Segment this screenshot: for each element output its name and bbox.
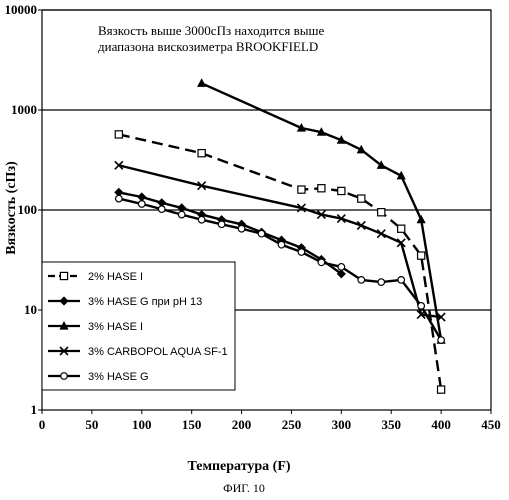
data-point: [398, 277, 405, 284]
y-axis-label: Вязкость (сПз): [4, 161, 19, 255]
data-point: [438, 386, 445, 393]
data-point: [417, 215, 426, 224]
data-point: [218, 221, 225, 228]
data-point: [178, 211, 185, 218]
legend-label: 3% HASE G при pH 13: [88, 296, 202, 308]
data-point: [318, 259, 325, 266]
data-point: [398, 225, 405, 232]
data-point: [418, 252, 425, 259]
data-point: [418, 303, 425, 310]
data-point: [438, 337, 445, 344]
x-tick-label: 400: [431, 417, 451, 432]
x-tick-label: 350: [381, 417, 401, 432]
data-point: [198, 216, 205, 223]
data-point: [115, 131, 122, 138]
data-point: [318, 185, 325, 192]
x-tick-label: 150: [182, 417, 202, 432]
y-tick-label: 10000: [5, 2, 38, 17]
data-point: [238, 225, 245, 232]
data-point: [298, 186, 305, 193]
y-tick-label: 1000: [11, 102, 37, 117]
data-point: [278, 241, 285, 248]
data-point: [198, 150, 205, 157]
data-point: [338, 187, 345, 194]
legend-label: 2% HASE I: [88, 271, 143, 283]
x-axis-label: Температура (F): [187, 459, 290, 474]
data-point: [197, 78, 206, 87]
x-tick-label: 300: [332, 417, 352, 432]
x-tick-label: 450: [481, 417, 501, 432]
data-point: [61, 373, 68, 380]
series-line: [202, 83, 442, 340]
x-tick-label: 200: [232, 417, 252, 432]
legend: 2% HASE I 3% HASE G при pH 13 3% HASE I 3% …: [42, 262, 235, 390]
data-point: [358, 277, 365, 284]
data-point: [116, 195, 123, 202]
x-tick-label: 100: [132, 417, 152, 432]
data-point: [138, 201, 145, 208]
x-tick-label: 0: [39, 417, 46, 432]
legend-label: 3% HASE G: [88, 371, 149, 383]
x-tick-label: 50: [85, 417, 98, 432]
legend-label: 3% CARBOPOL AQUA SF-1: [88, 346, 228, 358]
y-tick-label: 1: [31, 402, 38, 417]
data-point: [378, 279, 385, 286]
data-point: [258, 230, 265, 237]
data-point: [158, 206, 165, 213]
data-point: [338, 264, 345, 271]
data-point: [298, 249, 305, 256]
figure-caption: ФИГ. 10: [223, 481, 265, 495]
legend-label: 3% HASE I: [88, 321, 143, 333]
y-tick-label: 100: [18, 202, 38, 217]
annotation-line-2: диапазона вискозиметра BROOKFIELD: [98, 39, 318, 54]
x-tick-label: 250: [282, 417, 302, 432]
annotation-line-1: Вязкость выше 3000сПз находится выше: [98, 23, 324, 38]
data-point: [358, 195, 365, 202]
data-point: [60, 272, 67, 279]
data-point: [378, 209, 385, 216]
y-tick-label: 10: [24, 302, 37, 317]
